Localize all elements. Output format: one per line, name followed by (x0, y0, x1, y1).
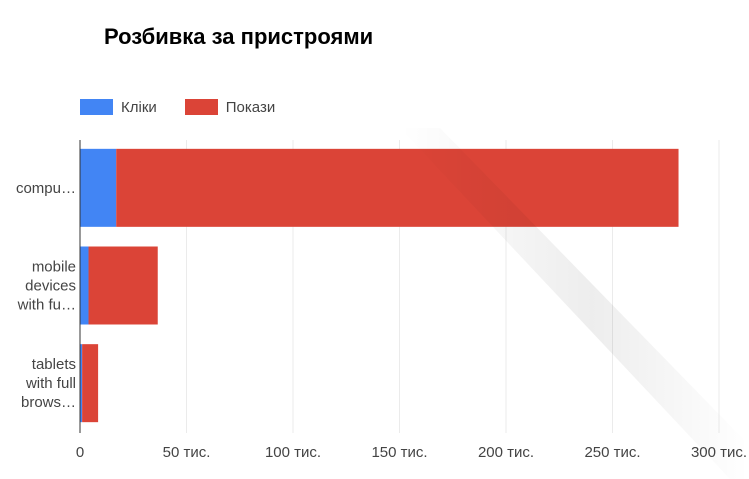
legend-label-impressions: Покази (225, 98, 276, 116)
x-tick-label-2: 100 тис. (265, 444, 321, 461)
category-label-2-0: tablets (32, 356, 76, 373)
x-tick-label-3: 150 тис. (371, 444, 427, 461)
chart-legend: Кліки Покази (80, 97, 303, 117)
bar-impressions-1 (88, 246, 158, 325)
category-label-1-2: with fu… (17, 297, 76, 314)
bar-clicks-0 (80, 148, 117, 227)
category-label-1-0: mobile (32, 259, 76, 276)
chart-title: Розбивка за пристроями (104, 24, 374, 49)
legend-swatch-impressions (184, 99, 218, 115)
bar-clicks-2 (80, 344, 83, 423)
category-label-0-0: compu… (16, 180, 76, 197)
x-tick-label-1: 50 тис. (163, 444, 211, 461)
legend-item-clicks[interactable]: Кліки (80, 99, 157, 116)
bar-clicks-1 (80, 246, 89, 325)
x-tick-label-0: 0 (76, 444, 84, 461)
category-label-1-1: devices (25, 278, 76, 295)
x-tick-label-5: 250 тис. (584, 444, 640, 461)
category-label-2-2: brows… (21, 394, 76, 411)
legend-swatch-clicks (80, 99, 113, 115)
category-label-2-1: with full (25, 375, 76, 392)
bar-impressions-0 (116, 148, 679, 227)
x-tick-label-6: 300 тис. (691, 444, 747, 461)
bar-impressions-2 (82, 344, 99, 423)
legend-label-clicks: Кліки (121, 98, 157, 116)
legend-item-impressions[interactable]: Покази (184, 98, 276, 116)
x-tick-label-4: 200 тис. (478, 444, 534, 461)
